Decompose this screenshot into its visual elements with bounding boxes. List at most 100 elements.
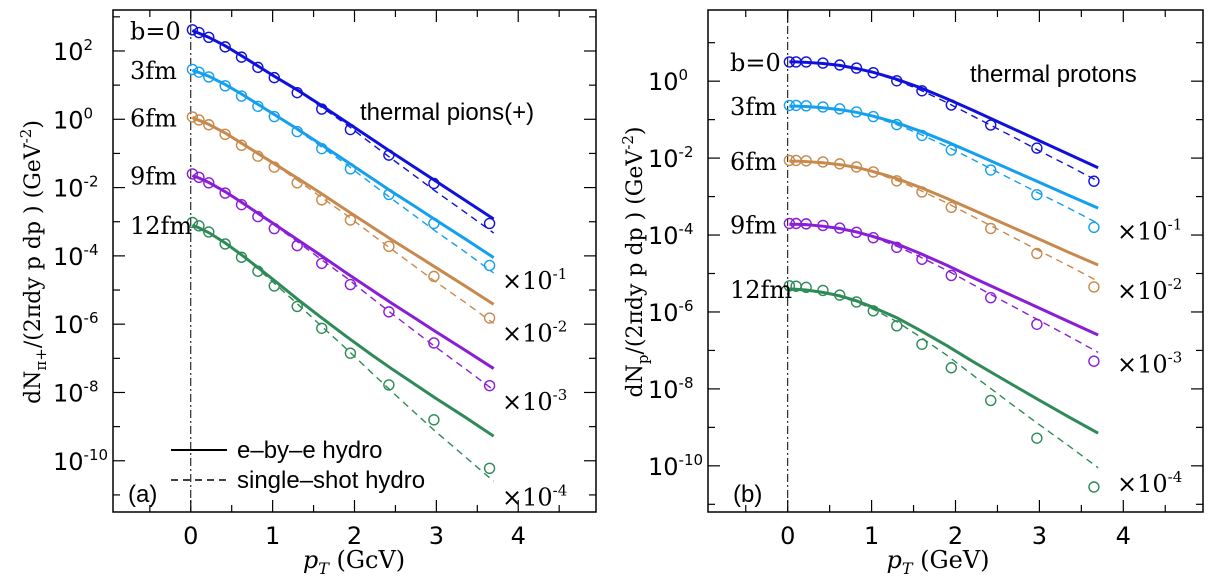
multiplier-label: ×10-2 <box>1117 275 1182 305</box>
data-point <box>800 155 812 167</box>
data-point <box>945 201 958 214</box>
series-line-dashed <box>192 29 495 234</box>
data-point <box>783 154 796 167</box>
series-label: 12fm <box>730 276 792 304</box>
multiplier-label: ×10-3 <box>1117 348 1182 378</box>
panel-title: thermal protons <box>970 61 1137 88</box>
data-point <box>1088 281 1100 293</box>
data-point <box>186 24 199 36</box>
data-point <box>268 110 280 123</box>
data-point <box>867 166 879 178</box>
data-point <box>834 289 846 301</box>
data-point <box>916 338 928 350</box>
x-tick-label: 1 <box>864 522 879 550</box>
data-point <box>235 198 248 211</box>
data-point <box>193 220 205 232</box>
series-label: 9fm <box>130 163 177 191</box>
data-point <box>291 300 303 313</box>
data-point <box>916 186 928 198</box>
y-tick-label: 10-2 <box>648 143 694 173</box>
data-point <box>219 41 231 53</box>
y-tick-label: 10-6 <box>648 297 694 327</box>
data-point <box>1031 188 1043 201</box>
data-point <box>203 226 215 238</box>
data-point <box>985 394 997 407</box>
data-point <box>344 123 357 136</box>
series-line-dashed <box>192 224 495 482</box>
data-point <box>252 210 264 223</box>
data-point <box>834 103 846 115</box>
y-axis-label: dNπ+/(2πdy p dp ) (GeV-2) <box>17 120 50 404</box>
series-line-dashed <box>192 116 495 325</box>
data-point <box>834 158 846 170</box>
x-tick-label: 4 <box>1116 522 1131 550</box>
x-tick-label: 2 <box>347 522 362 550</box>
data-point <box>235 139 248 151</box>
data-point <box>985 119 997 131</box>
data-point <box>850 62 863 74</box>
data-point <box>783 217 796 230</box>
series-b=0 <box>186 24 496 234</box>
data-point <box>867 67 879 79</box>
data-point <box>186 216 199 229</box>
data-point <box>193 114 205 126</box>
data-point <box>219 80 231 92</box>
data-point <box>219 238 231 250</box>
data-point <box>800 56 812 68</box>
data-point <box>985 292 997 304</box>
data-point <box>817 101 829 113</box>
data-point <box>344 214 357 226</box>
data-point <box>235 51 248 63</box>
data-point <box>193 171 205 184</box>
data-point <box>817 156 829 168</box>
data-point <box>1031 432 1043 444</box>
series-line-solid <box>191 223 495 438</box>
data-point <box>867 110 879 123</box>
series-line-dashed <box>789 105 1099 225</box>
y-tick-label: 10-8 <box>53 377 99 407</box>
data-point <box>1088 355 1100 367</box>
data-point <box>1088 175 1100 187</box>
x-axis-label: pT (GeV) <box>886 546 989 577</box>
data-point <box>783 56 796 68</box>
series-3fm <box>783 99 1100 234</box>
series-label: 9fm <box>730 211 777 239</box>
data-point <box>219 187 231 199</box>
series-line-solid <box>789 222 1099 337</box>
data-point <box>1088 481 1100 493</box>
data-point <box>1031 318 1043 330</box>
series-line-solid <box>191 116 495 306</box>
data-point <box>316 257 328 270</box>
data-point <box>344 347 357 359</box>
series-9fm <box>186 168 496 392</box>
data-point <box>203 31 215 44</box>
data-point <box>916 129 928 142</box>
y-tick-label: 10-2 <box>53 173 99 203</box>
data-point <box>850 106 863 118</box>
data-point <box>850 296 863 308</box>
data-point <box>891 118 903 131</box>
data-point <box>945 362 958 374</box>
data-point <box>344 163 357 175</box>
y-tick-label: 102 <box>53 36 93 66</box>
y-tick-label: 10-4 <box>53 241 99 271</box>
data-point <box>428 177 440 190</box>
data-point <box>383 188 395 201</box>
series-6fm <box>783 154 1100 293</box>
data-point <box>428 270 440 283</box>
legend-entry: e–by–e hydro <box>237 437 382 464</box>
series-line-dashed <box>192 174 495 391</box>
data-point <box>252 150 264 162</box>
data-point <box>800 100 812 112</box>
multiplier-label: ×10-1 <box>1117 215 1182 245</box>
data-point <box>316 322 328 334</box>
data-point <box>383 240 395 253</box>
data-point <box>945 99 958 111</box>
x-tick-label: 3 <box>429 522 444 550</box>
data-point <box>850 161 863 173</box>
data-point <box>193 66 205 78</box>
data-point <box>483 217 496 230</box>
data-point <box>193 26 205 39</box>
data-point <box>1031 142 1043 154</box>
series-label: b=0 <box>730 49 781 77</box>
